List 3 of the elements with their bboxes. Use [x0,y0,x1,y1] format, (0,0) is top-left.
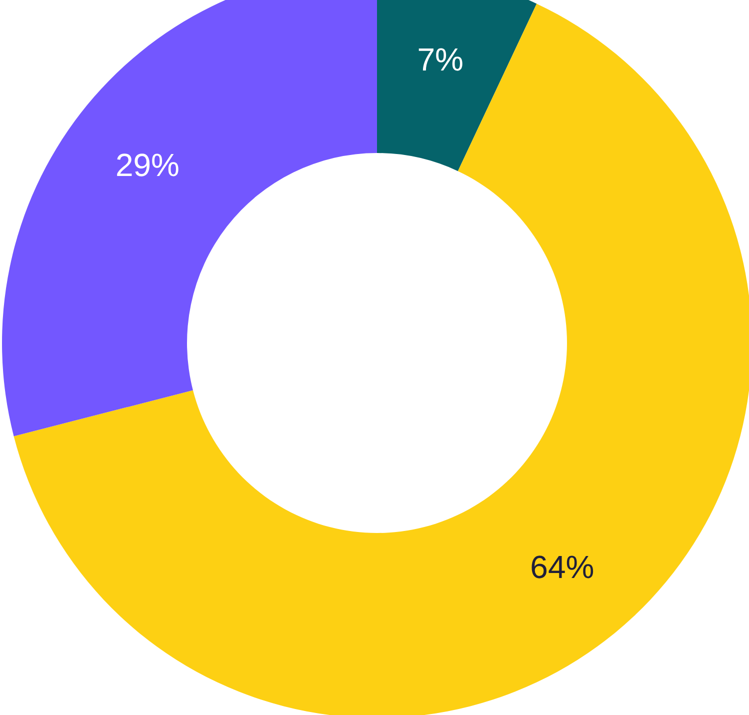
data-label: 7% [417,41,464,78]
data-label: 29% [115,146,180,183]
data-label: 64% [530,548,594,585]
